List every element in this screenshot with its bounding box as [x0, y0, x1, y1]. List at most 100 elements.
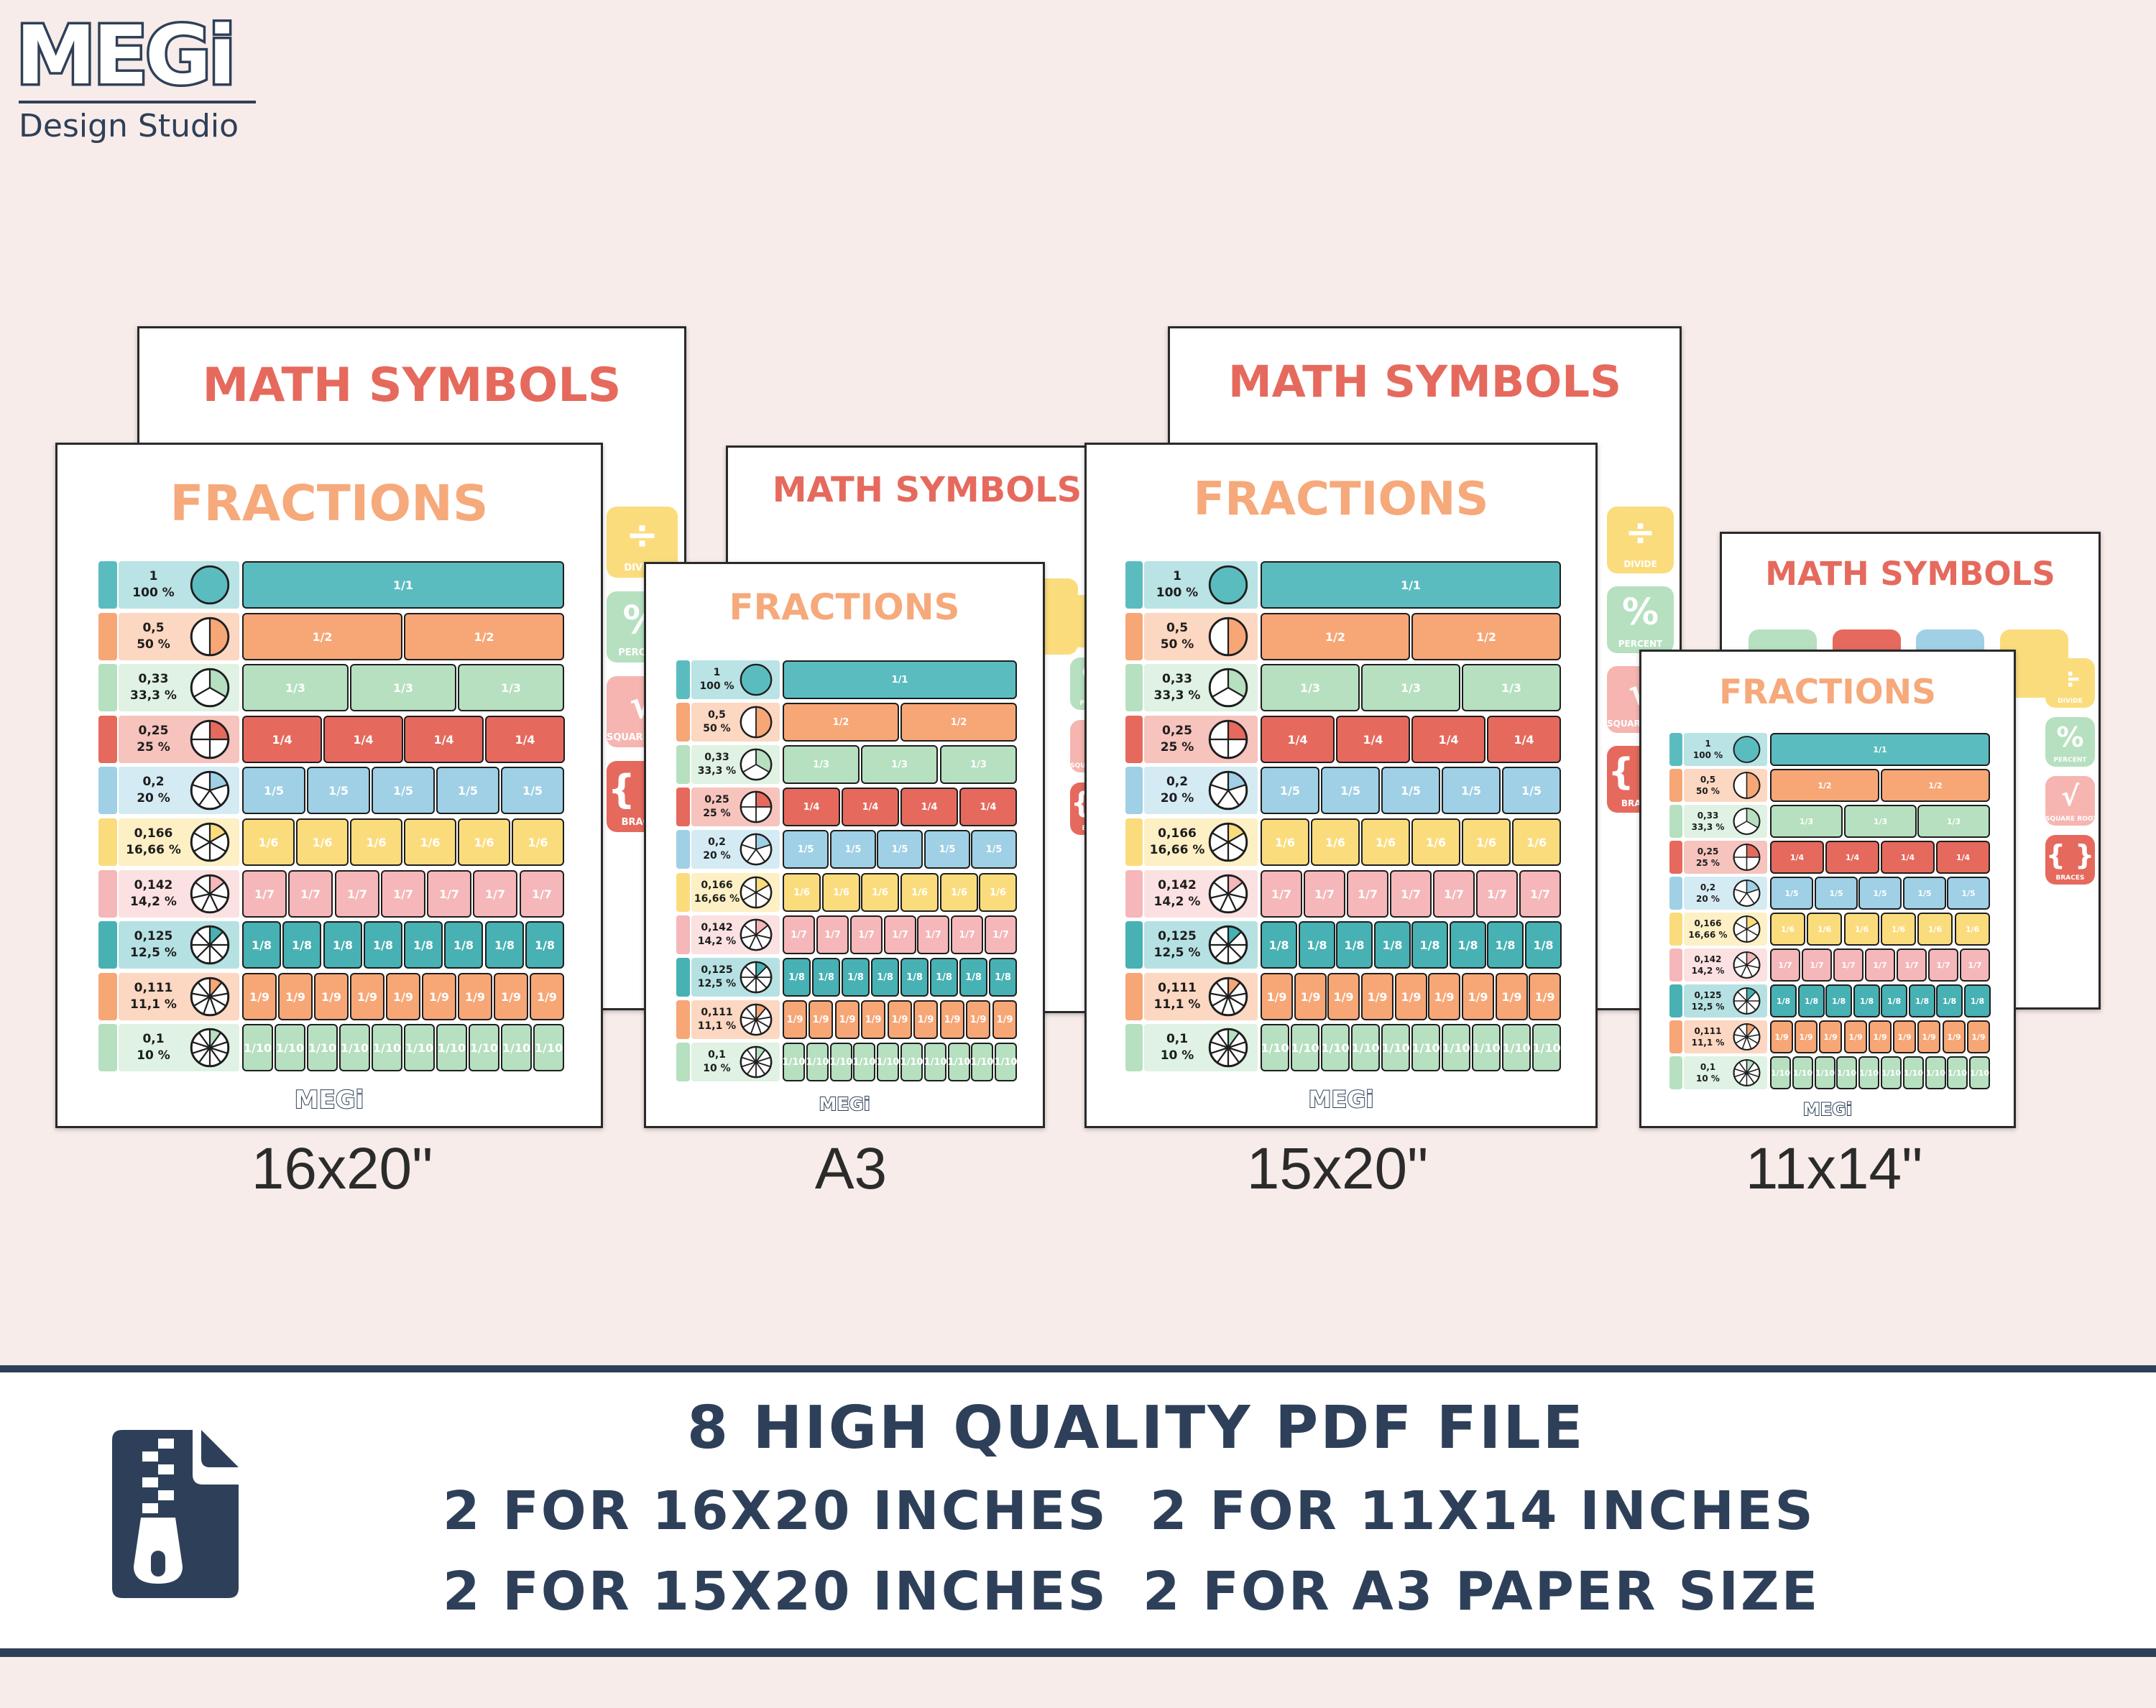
fraction-bar: 1/5 — [1442, 767, 1501, 814]
fraction-decimal-percent: 0,142 14,2 % — [1691, 954, 1725, 976]
fraction-bar: 1/6 — [783, 873, 821, 912]
fraction-bars: 1/2 1/2 — [1261, 613, 1561, 660]
fraction-decimal-percent: 0,125 12,5 % — [1691, 989, 1725, 1012]
fraction-row-6: 0,166 16,66 % 1/6 1/6 1/6 1/6 1/6 1/6 — [676, 873, 1017, 912]
row-name-strip — [676, 873, 690, 912]
fraction-bar: 1/6 — [1512, 818, 1561, 866]
fraction-bar: 1/8 — [1299, 921, 1335, 969]
fraction-bar: 1/6 — [458, 818, 510, 866]
fraction-bar: 1/2 — [1881, 769, 1990, 802]
fraction-pie-icon — [1733, 987, 1761, 1015]
row-name-strip — [1669, 733, 1682, 766]
fraction-row-8: 0,125 12,5 % 1/8 1/8 1/8 1/8 1/8 1/8 1/8 1/8 — [98, 921, 564, 969]
fraction-decimal-percent: 1 100 % — [132, 569, 175, 600]
fraction-pie-icon — [1208, 770, 1248, 811]
fraction-bar: 1/10 — [1411, 1024, 1440, 1071]
row-name-strip — [1125, 973, 1143, 1020]
fraction-bar: 1/1 — [1261, 561, 1561, 609]
fraction-row-2: 0,5 50 % 1/2 1/2 — [1669, 769, 1990, 802]
fraction-pie-icon — [740, 1045, 773, 1079]
fraction-info-cell: 0,1 10 % — [691, 1043, 780, 1081]
math-symbols-title: MATH SYMBOLS — [1227, 356, 1622, 407]
row-name-strip — [1125, 921, 1143, 969]
fraction-bar: 1/10 — [877, 1043, 899, 1081]
fraction-decimal-percent: 0,111 11,1 % — [697, 1007, 737, 1032]
fraction-bar: 1/7 — [1347, 870, 1388, 918]
fraction-bar: 1/6 — [1770, 913, 1805, 946]
fraction-info-cell: 0,5 50 % — [119, 613, 239, 660]
fraction-decimal-percent: 0,33 33,3 % — [1153, 672, 1201, 703]
row-name-strip — [676, 1000, 690, 1039]
fraction-bars: 1/3 1/3 1/3 — [783, 745, 1017, 784]
fraction-bar: 1/7 — [1390, 870, 1432, 918]
fraction-bar: 1/8 — [930, 958, 958, 997]
row-name-strip — [98, 613, 117, 660]
fraction-bar: 1/5 — [971, 830, 1017, 869]
fraction-bar: 1/8 — [812, 958, 840, 997]
fraction-bar: 1/2 — [783, 703, 899, 742]
fraction-bar: 1/4 — [1936, 841, 1990, 874]
fraction-bar: 1/10 — [1381, 1024, 1410, 1071]
fraction-bars: 1/4 1/4 1/4 1/4 — [1770, 841, 1990, 874]
info-banner — [0, 1372, 2156, 1650]
fraction-info-cell: 1 100 % — [119, 561, 239, 609]
poster-brand-logo: MEGi — [818, 1093, 870, 1115]
fraction-bar: 1/10 — [436, 1024, 467, 1071]
poster-brand-logo: MEGi — [1802, 1099, 1853, 1120]
row-name-strip — [1125, 561, 1143, 609]
fraction-decimal-percent: 0,1 10 % — [1160, 1032, 1194, 1063]
fraction-info-cell: 0,111 11,1 % — [691, 1000, 780, 1039]
brand-subtitle: Design Studio — [19, 108, 239, 144]
fraction-bar: 1/8 — [871, 958, 899, 997]
fraction-bars: 1/10 1/10 1/10 1/10 1/10 1/10 1/10 1/10 1/10 1/10 — [1770, 1056, 1990, 1089]
banner-top-rule — [0, 1365, 2156, 1374]
fraction-row-8: 0,125 12,5 % 1/8 1/8 1/8 1/8 1/8 1/8 1/8 1/8 — [1125, 921, 1562, 969]
fraction-bar: 1/9 — [1496, 973, 1528, 1020]
fraction-bar: 1/8 — [485, 921, 524, 969]
brand-name: MEGi — [13, 9, 238, 103]
fraction-bar: 1/10 — [1836, 1056, 1857, 1089]
row-name-strip — [676, 703, 690, 742]
fraction-bar: 1/9 — [1327, 973, 1360, 1020]
fraction-bar: 1/8 — [1798, 984, 1825, 1017]
fraction-row-4: 0,25 25 % 1/4 1/4 1/4 1/4 — [98, 716, 565, 763]
fraction-bar: 1/10 — [307, 1024, 338, 1071]
fraction-decimal-percent: 0,111 11,1 % — [1691, 1025, 1725, 1048]
symbol-label: DIVIDE — [2058, 698, 2083, 705]
row-name-strip — [676, 1043, 690, 1081]
fraction-bar: 1/2 — [1261, 613, 1410, 660]
fraction-bar: 1/4 — [1770, 841, 1824, 874]
fraction-bar: 1/3 — [861, 745, 938, 784]
fraction-bars: 1/1 — [1261, 561, 1561, 609]
fraction-bar: 1/3 — [350, 664, 456, 711]
fraction-pie-icon — [190, 668, 230, 708]
fraction-bar: 1/10 — [1291, 1024, 1319, 1071]
fraction-bars: 1/9 1/9 1/9 1/9 1/9 1/9 1/9 1/9 1/9 — [1261, 973, 1561, 1020]
fraction-bar: 1/10 — [1969, 1056, 1990, 1089]
fraction-bars: 1/4 1/4 1/4 1/4 — [242, 716, 565, 763]
fraction-pie-icon — [740, 833, 773, 866]
fraction-bars: 1/1 — [783, 660, 1017, 699]
fraction-bar: 1/10 — [1442, 1024, 1470, 1071]
fraction-bar: 1/5 — [1261, 767, 1319, 814]
fraction-pie-icon — [190, 565, 230, 605]
fraction-bar: 1/6 — [1411, 818, 1460, 866]
row-name-strip — [1125, 767, 1143, 814]
fraction-bar: 1/8 — [525, 921, 564, 969]
fraction-bar: 1/10 — [1532, 1024, 1561, 1071]
fraction-bar: 1/8 — [404, 921, 443, 969]
fraction-bar: 1/3 — [1361, 664, 1460, 711]
banner-line-16x20: 2 FOR 16X20 INCHES — [443, 1480, 1108, 1542]
row-name-strip — [1669, 841, 1682, 874]
row-name-strip — [1669, 984, 1682, 1017]
fraction-bar: 1/1 — [783, 660, 1017, 699]
fraction-pie-icon — [740, 1003, 773, 1036]
fraction-pie-icon — [740, 663, 773, 696]
fraction-bars: 1/5 1/5 1/5 1/5 1/5 — [783, 830, 1017, 869]
fraction-bar: 1/7 — [1928, 948, 1958, 982]
fraction-pie-icon — [190, 770, 230, 811]
fraction-row-1: 1 100 % 1/1 — [98, 561, 564, 609]
fraction-chart: 1 100 % 1/1 0,5 50 % 1/2 1/2 0,33 33,3 % 1/3 1/… — [1125, 561, 1562, 1076]
fraction-bar: 1/8 — [1336, 921, 1373, 969]
fraction-bars: 1/10 1/10 1/10 1/10 1/10 1/10 1/10 1/10 1/10 1/10 — [242, 1024, 564, 1071]
